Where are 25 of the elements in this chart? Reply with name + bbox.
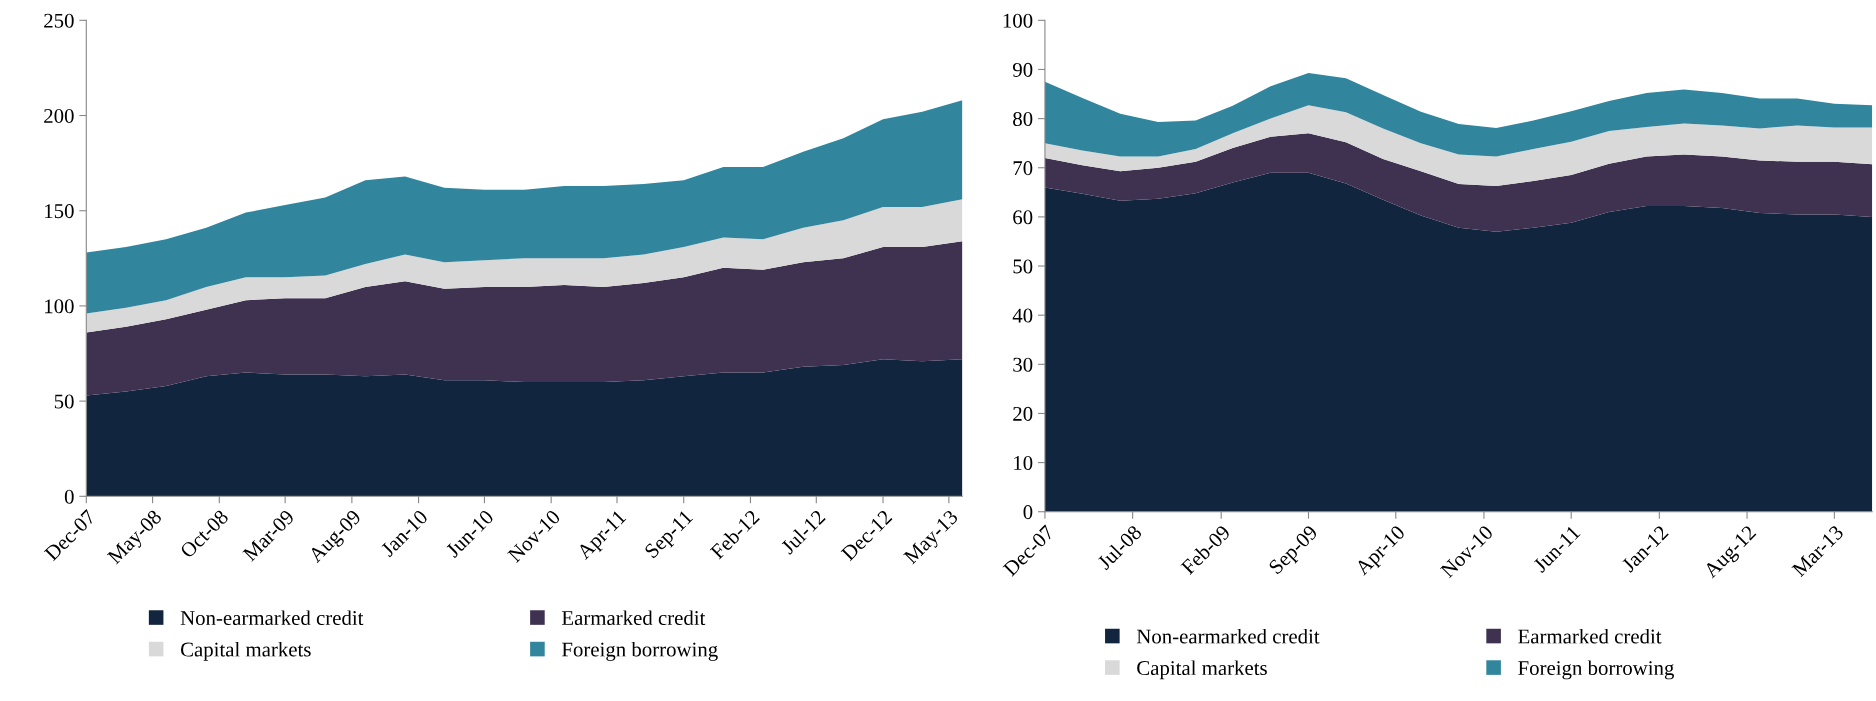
legend-label: Capital markets: [1137, 660, 1267, 680]
y-tick-label: 200: [44, 108, 74, 123]
y-tick-label: 70: [1013, 161, 1033, 176]
legend-label: Earmarked credit: [1518, 628, 1662, 644]
y-tick-label: 100: [45, 299, 74, 314]
y-tick-label: 150: [45, 204, 74, 219]
y-tick-label: 10: [1014, 455, 1033, 471]
legend-label: Foreign borrowing: [561, 641, 718, 661]
y-tick-label: 80: [1013, 111, 1033, 127]
legend-label: Foreign borrowing: [1518, 660, 1674, 680]
y-tick-label: 100: [1003, 13, 1033, 28]
y-tick-label: 50: [1013, 259, 1033, 274]
legend-label: Non-earmarked credit: [1136, 628, 1320, 644]
y-tick-label: 60: [1013, 210, 1033, 225]
y-tick-label: 20: [1013, 406, 1033, 421]
y-tick-label: 40: [1012, 308, 1033, 323]
legend-label: Non-earmarked credit: [180, 610, 364, 626]
y-tick-label: 30: [1013, 357, 1033, 372]
y-tick-label: 90: [1012, 62, 1033, 77]
y-tick-label: 250: [44, 13, 74, 28]
y-tick-label: 0: [1023, 505, 1033, 520]
y-tick-label: 50: [54, 394, 74, 409]
y-tick-label: 0: [64, 489, 74, 504]
legend-label: Earmarked credit: [561, 610, 706, 626]
legend-label: Capital markets: [180, 641, 311, 661]
